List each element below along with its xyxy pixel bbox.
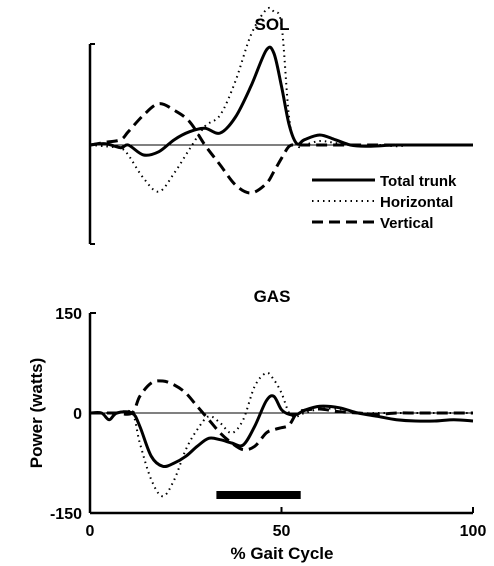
gas-series (89, 371, 474, 498)
gas-title: GAS (254, 287, 291, 306)
sol-series-total-trunk (89, 45, 473, 157)
sol-series-horizontal (89, 6, 473, 193)
sol-title: SOL (255, 15, 290, 34)
gas-series-horizontal (89, 371, 473, 498)
y-tick-label--150: -150 (50, 506, 82, 523)
legend-label-horizontal: Horizontal (380, 194, 453, 211)
sol-series (89, 6, 473, 195)
sol-panel: SOL (88, 6, 473, 245)
sol-series-vertical (89, 102, 473, 195)
legend-label-total-trunk: Total trunk (380, 173, 457, 190)
y-axis-label: Power (watts) (27, 358, 46, 469)
x-tick-label-0: 0 (86, 523, 95, 540)
legend: Total trunk Horizontal Vertical (312, 173, 457, 232)
y-tick-label-0: 0 (73, 406, 82, 423)
gas-activity-bar (216, 491, 301, 499)
x-tick-label-50: 50 (273, 523, 291, 540)
x-tick-label-100: 100 (460, 523, 487, 540)
legend-label-vertical: Vertical (380, 215, 433, 232)
x-axis-label: % Gait Cycle (231, 544, 334, 563)
gas-series-total-trunk (89, 394, 474, 469)
gas-series-vertical (89, 379, 473, 452)
y-tick-label-150: 150 (55, 306, 82, 323)
